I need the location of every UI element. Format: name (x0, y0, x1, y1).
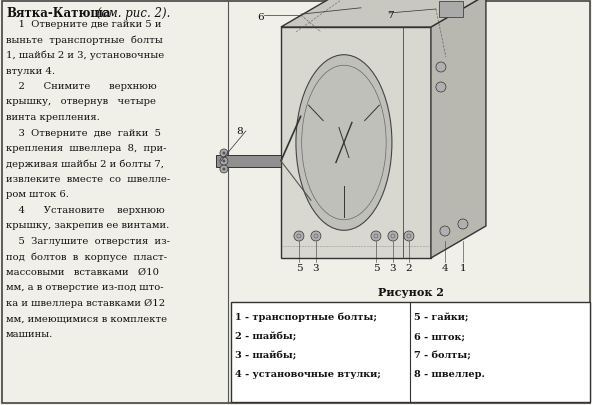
Text: выньте  транспортные  болты: выньте транспортные болты (6, 35, 163, 45)
Circle shape (388, 231, 398, 241)
Text: 4      Установите    верхнюю: 4 Установите верхнюю (6, 205, 165, 215)
Circle shape (440, 226, 450, 237)
Text: 6 - шток;: 6 - шток; (414, 331, 465, 340)
Text: извлеките  вместе  со  швелле-: извлеките вместе со швелле- (6, 175, 170, 183)
Text: 5: 5 (372, 263, 379, 272)
Text: винта крепления.: винта крепления. (6, 113, 99, 121)
Text: ка и швеллера вставками Ø12: ка и швеллера вставками Ø12 (6, 298, 165, 307)
Ellipse shape (296, 55, 392, 231)
Text: 2 - шайбы;: 2 - шайбы; (235, 331, 296, 340)
Circle shape (220, 166, 228, 174)
Text: 5  Заглушите  отверстия  из-: 5 Заглушите отверстия из- (6, 237, 170, 245)
Text: 3  Отверните  две  гайки  5: 3 Отверните две гайки 5 (6, 128, 161, 137)
Text: 4: 4 (442, 263, 448, 272)
Circle shape (436, 63, 446, 73)
Circle shape (223, 160, 226, 163)
Bar (231, 302, 590, 402)
Circle shape (220, 158, 228, 166)
Circle shape (436, 83, 446, 93)
Text: 1  Отверните две гайки 5 и: 1 Отверните две гайки 5 и (6, 20, 162, 29)
Text: держивая шайбы 2 и болты 7,: держивая шайбы 2 и болты 7, (6, 159, 164, 168)
Text: (см. рис. 2).: (см. рис. 2). (93, 7, 170, 20)
Text: 3 - шайбы;: 3 - шайбы; (235, 350, 296, 359)
Polygon shape (281, 28, 431, 258)
Circle shape (294, 231, 304, 241)
Text: под  болтов  в  корпусе  пласт-: под болтов в корпусе пласт- (6, 252, 167, 261)
Circle shape (458, 220, 468, 230)
Text: 1, шайбы 2 и 3, установочные: 1, шайбы 2 и 3, установочные (6, 51, 164, 60)
Text: крепления  швеллера  8,  при-: крепления швеллера 8, при- (6, 144, 166, 153)
Text: 2      Снимите      верхнюю: 2 Снимите верхнюю (6, 82, 157, 91)
Bar (439, 2, 463, 18)
Text: ром шток 6.: ром шток 6. (6, 190, 69, 199)
Text: 8: 8 (236, 127, 243, 136)
Circle shape (371, 231, 381, 241)
Circle shape (311, 231, 321, 241)
Text: Вятка-Катюша: Вятка-Катюша (6, 7, 111, 20)
Text: 4 - установочные втулки;: 4 - установочные втулки; (235, 369, 381, 378)
Text: 5 - гайки;: 5 - гайки; (414, 312, 469, 321)
Text: 7 - болты;: 7 - болты; (414, 350, 471, 359)
Text: крышку,   отвернув   четыре: крышку, отвернув четыре (6, 97, 156, 106)
Polygon shape (281, 0, 486, 28)
Text: 1 - транспортные болты;: 1 - транспортные болты; (235, 312, 377, 322)
Text: 5: 5 (295, 263, 303, 272)
Circle shape (223, 152, 226, 155)
Circle shape (220, 149, 228, 158)
Text: массовыми   вставками   Ø10: массовыми вставками Ø10 (6, 267, 159, 276)
Text: машины.: машины. (6, 329, 53, 338)
Text: 8 - швеллер.: 8 - швеллер. (414, 369, 485, 378)
Polygon shape (431, 0, 486, 258)
Circle shape (404, 231, 414, 241)
Text: 6: 6 (258, 13, 264, 22)
Text: Рисунок 2: Рисунок 2 (378, 286, 443, 297)
Text: 1: 1 (459, 263, 466, 272)
Text: 2: 2 (406, 263, 412, 272)
Text: 3: 3 (313, 263, 319, 272)
Text: втулки 4.: втулки 4. (6, 66, 55, 75)
Text: крышку, закрепив ее винтами.: крышку, закрепив ее винтами. (6, 221, 169, 230)
Text: 7: 7 (388, 11, 394, 20)
Text: мм, а в отверстие из-под што-: мм, а в отверстие из-под што- (6, 283, 163, 292)
Circle shape (223, 168, 226, 171)
Text: мм, имеющимися в комплекте: мм, имеющимися в комплекте (6, 314, 167, 323)
Text: 3: 3 (390, 263, 396, 272)
Polygon shape (216, 156, 281, 168)
